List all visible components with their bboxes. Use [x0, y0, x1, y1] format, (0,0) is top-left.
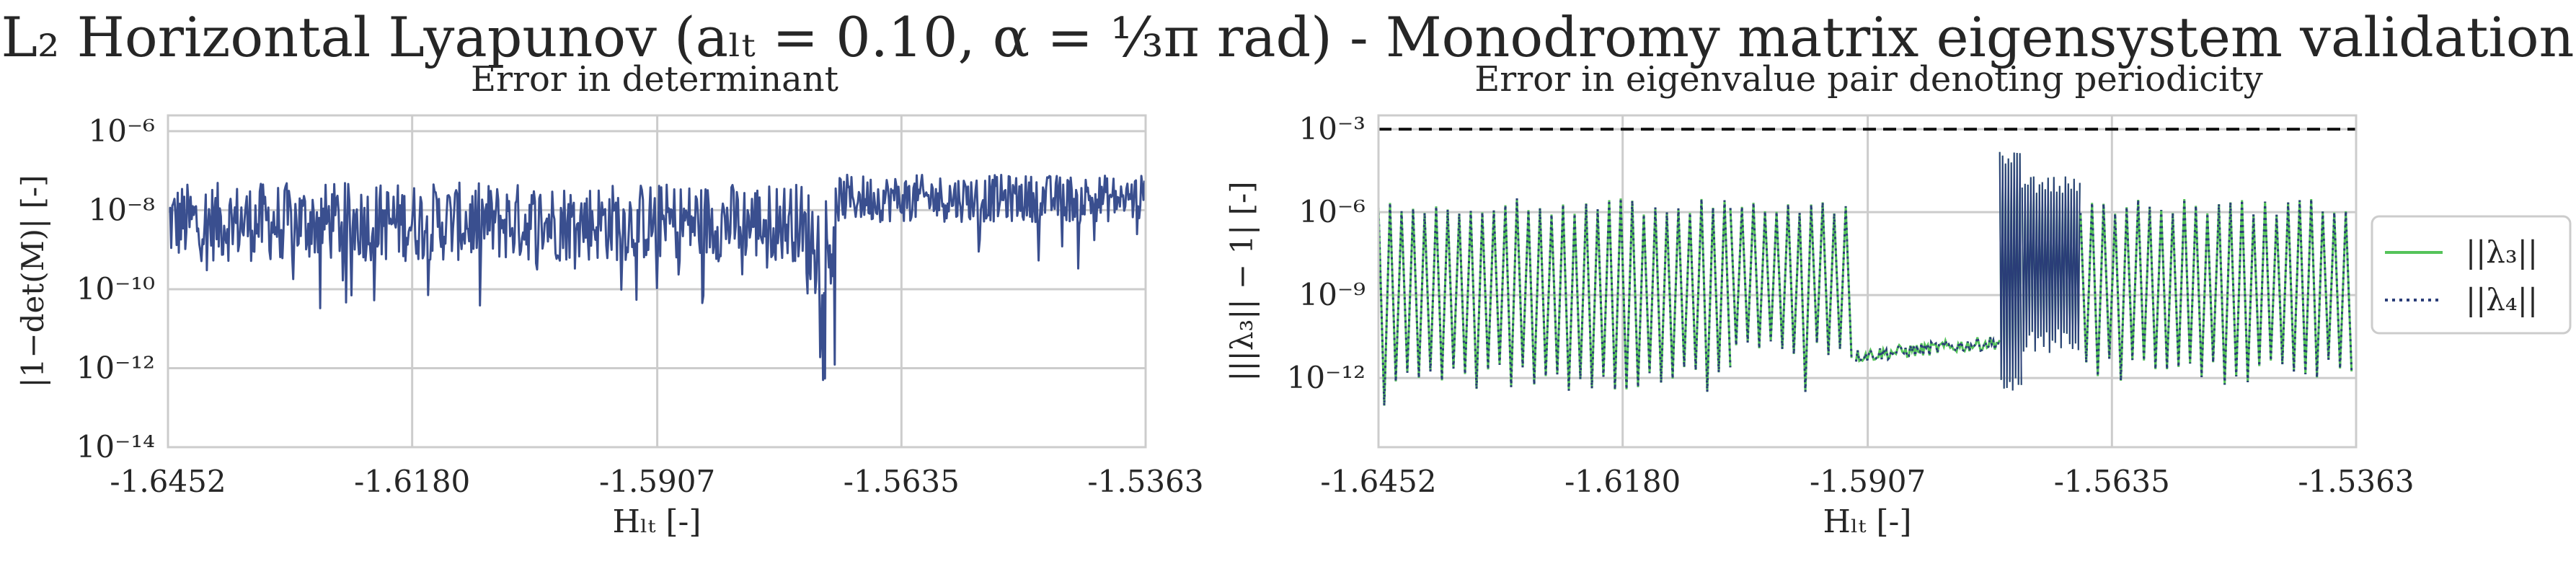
right-y-tick-label: 10⁻⁶ — [1299, 194, 1366, 229]
left-x-tick-label: -1.6452 — [110, 464, 226, 499]
left-y-axis-label: |1−det(M)| [-] — [15, 175, 50, 388]
right-plot-frame — [1377, 114, 2358, 449]
right-x-ticks: -1.6452 -1.6180 -1.5907 -1.5635 -1.5363 — [1320, 464, 2414, 499]
left-x-tick-label: -1.5907 — [599, 464, 715, 499]
left-y-tick-label: 10⁻¹² — [76, 350, 155, 385]
figure-title: L₂ Horizontal Lyapunov (aₗₜ = 0.10, α = … — [1, 5, 2575, 69]
left-chart: Error in determinant -1.6452 -1.6180 -1.59… — [15, 59, 1204, 540]
right-legend: ||λ₃|| ||λ₄|| — [2371, 215, 2572, 335]
right-y-ticks: 10⁻³ 10⁻⁶ 10⁻⁹ 10⁻¹² — [1287, 111, 1366, 395]
right-x-tick-label: -1.6452 — [1320, 464, 1436, 499]
left-x-tick-label: -1.6180 — [354, 464, 470, 499]
legend-label-lambda4: ||λ₄|| — [2466, 282, 2538, 317]
right-line-lambda4 — [1999, 151, 2022, 391]
right-x-tick-label: -1.5907 — [1810, 464, 1926, 499]
right-x-tick-label: -1.5363 — [2298, 464, 2414, 499]
left-y-tick-label: 10⁻¹⁴ — [76, 429, 155, 464]
legend-box — [2371, 215, 2572, 335]
right-series-eigenvalues — [1377, 151, 2353, 406]
legend-label-lambda3: ||λ₃|| — [2466, 234, 2538, 270]
left-x-ticks: -1.6452 -1.6180 -1.5907 -1.5635 -1.5363 — [110, 464, 1203, 499]
left-series-determinant-error — [167, 173, 1146, 382]
right-y-tick-label: 10⁻¹² — [1287, 360, 1366, 395]
right-line-lambda4 — [1377, 198, 1732, 406]
left-chart-title: Error in determinant — [471, 59, 838, 100]
left-plot-frame — [167, 114, 1147, 449]
left-x-tick-label: -1.5635 — [844, 464, 960, 499]
right-line-lambda3 — [1729, 202, 1853, 392]
right-chart: Error in eigenvalue pair denoting period… — [1224, 59, 2572, 540]
left-y-tick-label: 10⁻⁸ — [89, 192, 155, 227]
right-y-tick-label: 10⁻⁹ — [1299, 277, 1366, 312]
left-x-tick-label: -1.5363 — [1087, 464, 1203, 499]
left-y-ticks: 10⁻⁶ 10⁻⁸ 10⁻¹⁰ 10⁻¹² 10⁻¹⁴ — [76, 113, 155, 464]
left-x-axis-label: Hₗₜ [-] — [612, 503, 701, 540]
right-x-tick-label: -1.6180 — [1564, 464, 1681, 499]
right-line-lambda4 — [2021, 176, 2081, 353]
right-line-lambda4 — [1854, 336, 2001, 363]
left-line-series — [167, 173, 1146, 382]
right-y-tick-label: 10⁻³ — [1299, 111, 1366, 146]
right-line-lambda4 — [2079, 199, 2353, 385]
right-x-axis-label: Hₗₜ [-] — [1823, 503, 1911, 540]
left-y-tick-label: 10⁻¹⁰ — [76, 271, 155, 307]
left-y-tick-label: 10⁻⁶ — [89, 113, 155, 149]
right-y-axis-label: |||λ₃|| − 1| [-] — [1224, 181, 1260, 381]
right-chart-title: Error in eigenvalue pair denoting period… — [1474, 59, 2262, 100]
right-x-tick-label: -1.5635 — [2054, 464, 2170, 499]
